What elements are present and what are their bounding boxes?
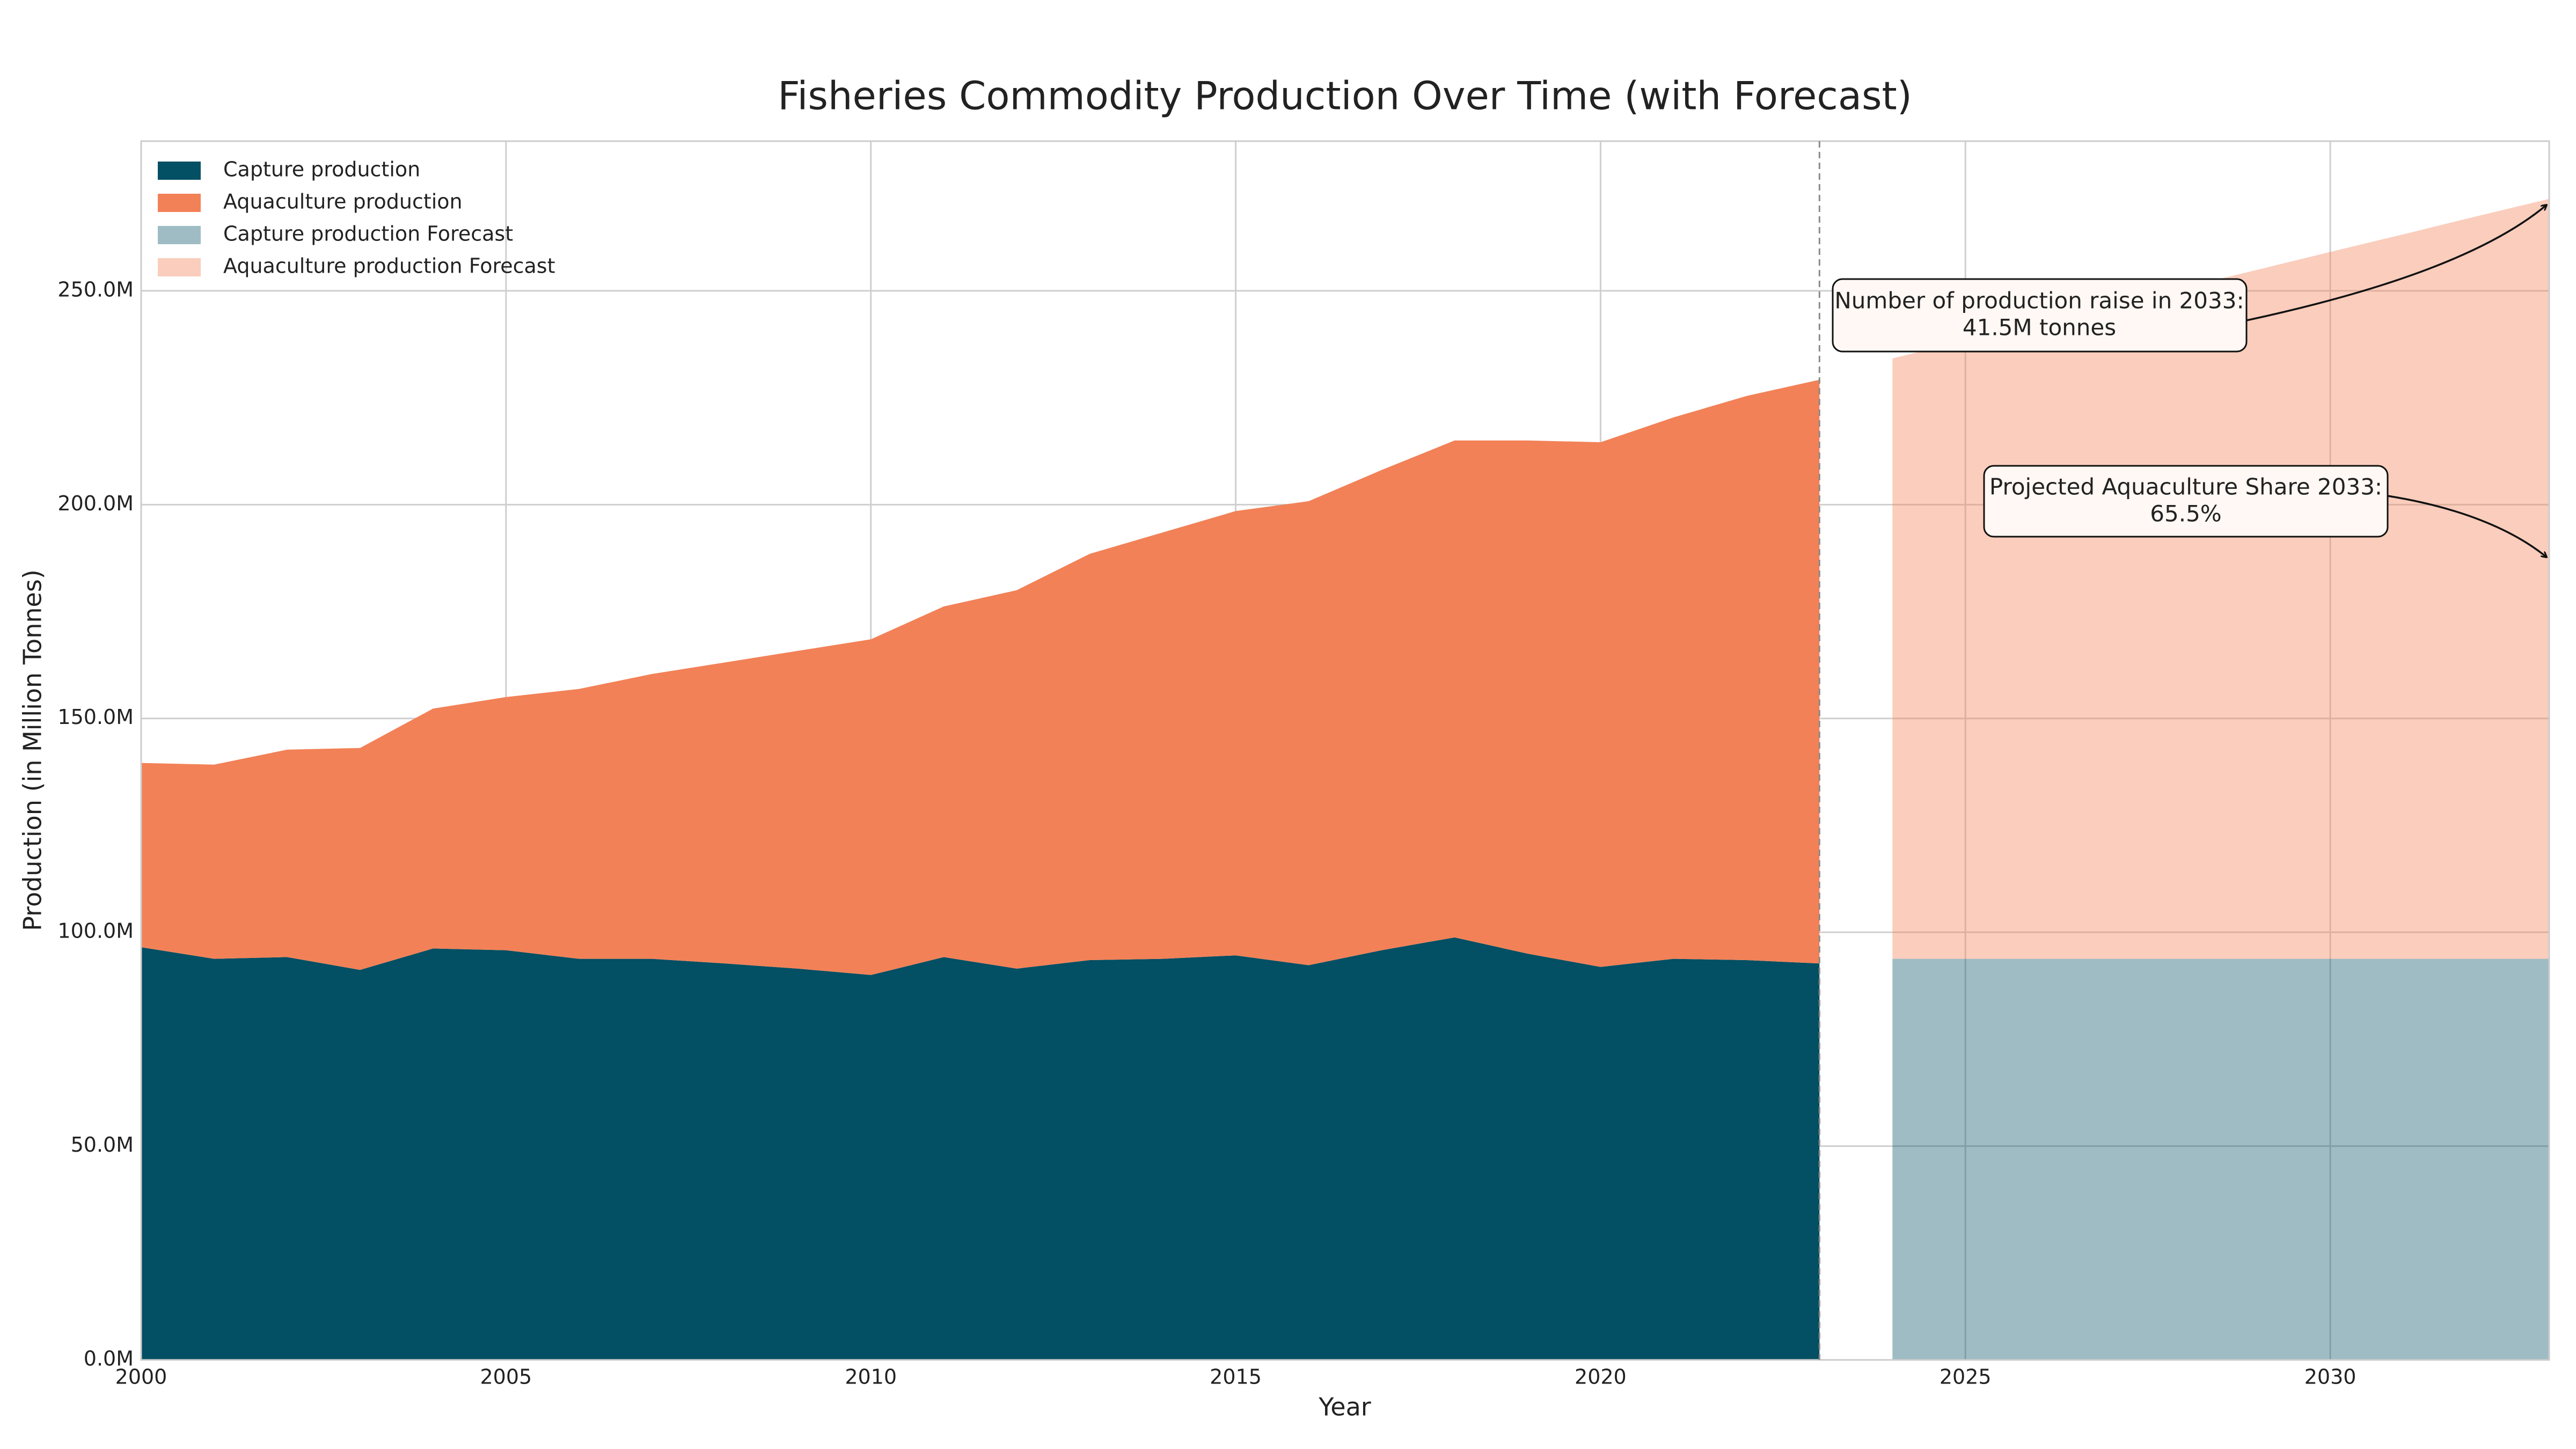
y-tick-label: 200.0M xyxy=(57,492,134,515)
annotation: Number of production raise in 2033: 41.5… xyxy=(1832,205,2546,353)
legend-label: Capture production xyxy=(223,158,420,181)
legend-swatch xyxy=(158,194,201,212)
annotation-text: Projected Aquaculture Share 2033: xyxy=(1989,474,2382,500)
ticks: 0.0M 50.0M 100.0M 150.0M 200.0M 250.0M 2000 200… xyxy=(57,277,2356,1388)
annotation-arrow xyxy=(2246,205,2546,321)
x-tick-label: 2025 xyxy=(1940,1365,1992,1389)
annotation-text: Number of production raise in 2033: xyxy=(1834,288,2244,314)
x-tick-label: 2020 xyxy=(1575,1365,1627,1389)
chart-title: Fisheries Commodity Production Over Time… xyxy=(778,74,1912,119)
legend-swatch xyxy=(158,162,201,180)
legend-swatch xyxy=(158,258,201,276)
areas xyxy=(141,199,2549,1360)
x-axis-label: Year xyxy=(1318,1393,1371,1422)
x-tick-label: 2000 xyxy=(115,1365,167,1389)
x-tick-label: 2010 xyxy=(845,1365,897,1389)
annotation-arrow xyxy=(2387,495,2546,557)
x-tick-label: 2015 xyxy=(1210,1365,1262,1389)
x-tick-label: 2030 xyxy=(2304,1365,2357,1389)
x-tick-label: 2005 xyxy=(480,1365,532,1389)
annotation: Projected Aquaculture Share 2033: 65.5% xyxy=(1983,465,2546,557)
y-tick-label: 150.0M xyxy=(57,705,134,729)
y-axis-label: Production (in Million Tonnes) xyxy=(18,569,47,931)
area xyxy=(1892,199,2549,959)
legend: Capture production Aquaculture production… xyxy=(158,158,555,278)
annotation-text: 41.5M tonnes xyxy=(1963,314,2116,341)
annotation-text: 65.5% xyxy=(2150,501,2221,527)
area xyxy=(1892,958,2549,1360)
y-tick-label: 100.0M xyxy=(57,919,134,943)
y-tick-label: 250.0M xyxy=(57,277,134,301)
y-tick-label: 50.0M xyxy=(71,1133,134,1157)
y-tick-label: 0.0M xyxy=(84,1347,134,1371)
legend-swatch xyxy=(158,226,201,244)
area xyxy=(141,937,1820,1360)
plot-frame xyxy=(140,140,2550,1361)
annotation-box xyxy=(1832,278,2248,353)
legend-label: Aquaculture production xyxy=(223,190,463,214)
legend-label: Aquaculture production Forecast xyxy=(223,254,555,278)
annotation-box xyxy=(1983,465,2389,538)
area xyxy=(141,379,1820,975)
legend-label: Capture production Forecast xyxy=(223,222,513,246)
